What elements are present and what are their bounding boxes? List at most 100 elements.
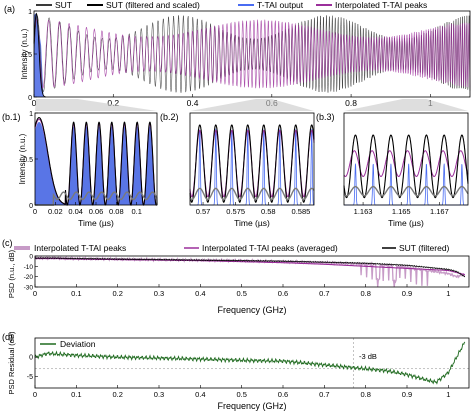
d-xtick-label: 0.9 xyxy=(402,390,412,399)
b1-sut-line xyxy=(34,117,158,206)
c-sut-line xyxy=(34,257,466,278)
a-ytick-label: 0 xyxy=(28,95,32,102)
legend-d-deviation-label: Deviation xyxy=(60,339,96,349)
c-xtick-label: 0.1 xyxy=(71,289,81,298)
b1-xtick-label: 0 xyxy=(33,207,37,216)
panel-c-ylabel: PSD (n.u., dB) xyxy=(7,249,16,298)
b2-grey-line xyxy=(189,187,315,201)
d-xtick-label: 0.7 xyxy=(319,390,329,399)
a-ytick-label: 1 xyxy=(28,9,32,16)
b1-xtick-label: 0.06 xyxy=(89,207,104,216)
panel-b3-plot xyxy=(343,134,469,206)
d-xtick-label: 0.3 xyxy=(154,390,164,399)
b1-ytick-label: 1 xyxy=(29,111,33,118)
b3-xtick-label: 1.163 xyxy=(354,207,373,216)
panel-a-ylabel: Intensity (n.u.) xyxy=(20,28,29,79)
panel-a-ticks: 00.20.40.60.8100.51 xyxy=(22,9,433,108)
panel-c-xlabel: Frequency (GHz) xyxy=(217,305,286,315)
panel-b3-xlabel: Time (µs) xyxy=(388,218,424,228)
d-xtick-label: 0.5 xyxy=(236,390,246,399)
legend-a-sut-label: SUT xyxy=(55,0,72,10)
panel-b3-frame xyxy=(343,112,469,206)
c-xtick-label: 0.9 xyxy=(402,289,412,298)
d-ytick-label: 0 xyxy=(29,355,33,362)
d-xtick-label: 0.6 xyxy=(278,390,288,399)
panel-label-b1: (b.1) xyxy=(2,112,21,122)
b1-xtick-label: 0.02 xyxy=(48,207,63,216)
b2-xtick-label: 0.575 xyxy=(226,207,245,216)
panel-c: PSD (n.u., dB) Frequency (GHz) 0 0.1 0.2 0.… xyxy=(7,249,470,315)
b3-sut-line xyxy=(343,134,469,199)
panel-b2: Time (µs) 0.57 0.575 0.58 0.585 xyxy=(189,112,315,228)
a-xtick-label: 0.2 xyxy=(107,98,119,108)
panel-label-c: (c) xyxy=(2,238,13,248)
d-xtick-label: 1 xyxy=(446,390,450,399)
panel-c-ticks: 0 0.1 0.2 0.3 0.4 0.5 0.6 0.7 0.8 0.9 1 0 -10 -20 -30 xyxy=(24,254,451,299)
panel-b2-frame xyxy=(189,112,315,206)
b2-sut-line xyxy=(189,124,315,203)
legend-c: Interpolated T-TAI peaks Interpolated T-… xyxy=(14,243,450,253)
c-xtick-label: 0.2 xyxy=(112,289,122,298)
panel-b1-plot xyxy=(34,117,158,206)
panel-label-b3: (b.3) xyxy=(316,112,335,122)
legend-c-averaged-label: Interpolated T-TAI peaks (averaged) xyxy=(202,243,338,253)
legend-a-sut-filtered-label: SUT (filtered and scaled) xyxy=(106,0,200,10)
panel-label-d: (d) xyxy=(2,332,13,342)
a-interp-line xyxy=(33,19,471,89)
a-xtick-label: 0.4 xyxy=(187,98,199,108)
legend-c-interp-label: Interpolated T-TAI peaks xyxy=(34,243,126,253)
b2-xtick-label: 0.585 xyxy=(292,207,311,216)
c-ytick-label: 0 xyxy=(29,254,33,261)
panel-b3: Time (µs) 1.163 1.165 1.167 xyxy=(343,112,469,228)
b3-grey-line xyxy=(343,185,469,197)
panel-b1: Intensity (n.u.) Time (µs) 0 0.02 0.04 0.06… xyxy=(18,111,158,228)
b1-xtick-label: 0.1 xyxy=(131,207,141,216)
c-xtick-label: 0.3 xyxy=(154,289,164,298)
panel-c-frame xyxy=(34,255,470,288)
c-ytick-label: -10 xyxy=(24,264,34,271)
panel-b3-ticks: 1.163 1.165 1.167 xyxy=(354,202,449,216)
panel-b1-xlabel: Time (µs) xyxy=(78,218,114,228)
panel-b1-ylabel: Intensity (n.u.) xyxy=(18,133,27,184)
c-xtick-label: 0.6 xyxy=(278,289,288,298)
b2-xtick-label: 0.58 xyxy=(261,207,276,216)
b1-xtick-label: 0.08 xyxy=(109,207,124,216)
legend-c-sut-label: SUT (filtered) xyxy=(399,243,450,253)
b1-grey-line xyxy=(35,191,158,206)
b1-xtick-label: 0.04 xyxy=(68,207,83,216)
b2-xtick-label: 0.57 xyxy=(196,207,211,216)
panel-a: Intensity (n.u.) 00.20.40.60.8100.51 xyxy=(20,9,471,108)
d-xtick-label: 0.2 xyxy=(112,390,122,399)
d-xtick-label: 0 xyxy=(33,390,37,399)
b1-ytick-label: 0 xyxy=(29,203,33,210)
panel-d-plot xyxy=(34,338,469,388)
legend-a: SUT SUT (filtered and scaled) T-TAI outp… xyxy=(36,0,427,10)
b3-xtick-label: 1.167 xyxy=(430,207,449,216)
legend-a-interp-label: Interpolated T-TAI peaks xyxy=(335,0,427,10)
panel-b2-ticks: 0.57 0.575 0.58 0.585 xyxy=(196,202,311,216)
panel-b1-ticks: 0 0.02 0.04 0.06 0.08 0.1 0 0.5 1 xyxy=(23,111,142,216)
c-xtick-label: 1 xyxy=(446,289,450,298)
d-xtick-label: 0.1 xyxy=(71,390,81,399)
zoom-wedge-3 xyxy=(344,99,468,111)
panel-d-frame xyxy=(34,337,470,389)
panel-a-plot xyxy=(33,12,471,98)
c-xtick-label: 0 xyxy=(33,289,37,298)
c-xtick-label: 0.8 xyxy=(360,289,370,298)
c-xtick-label: 0.4 xyxy=(195,289,205,298)
panel-d-annotation: -3 dB xyxy=(359,352,377,361)
d-xtick-label: 0.4 xyxy=(195,390,205,399)
c-ytick-label: -20 xyxy=(24,274,34,281)
panel-label-a: (a) xyxy=(4,4,15,14)
panel-d-ticks: 0 0.1 0.2 0.3 0.4 0.5 0.6 0.7 0.8 0.9 1 0 -5 xyxy=(27,355,451,399)
a-xtick-label: 0.8 xyxy=(345,98,357,108)
b3-xtick-label: 1.165 xyxy=(392,207,411,216)
panel-d-xlabel: Frequency (GHz) xyxy=(217,401,286,411)
a-ytick-label: 0.5 xyxy=(22,52,32,59)
d-xtick-label: 0.8 xyxy=(360,390,370,399)
panel-b2-plot xyxy=(189,124,315,206)
d-ytick-label: -5 xyxy=(27,374,33,381)
c-xtick-label: 0.5 xyxy=(236,289,246,298)
a-filtered-pulse xyxy=(33,12,46,98)
